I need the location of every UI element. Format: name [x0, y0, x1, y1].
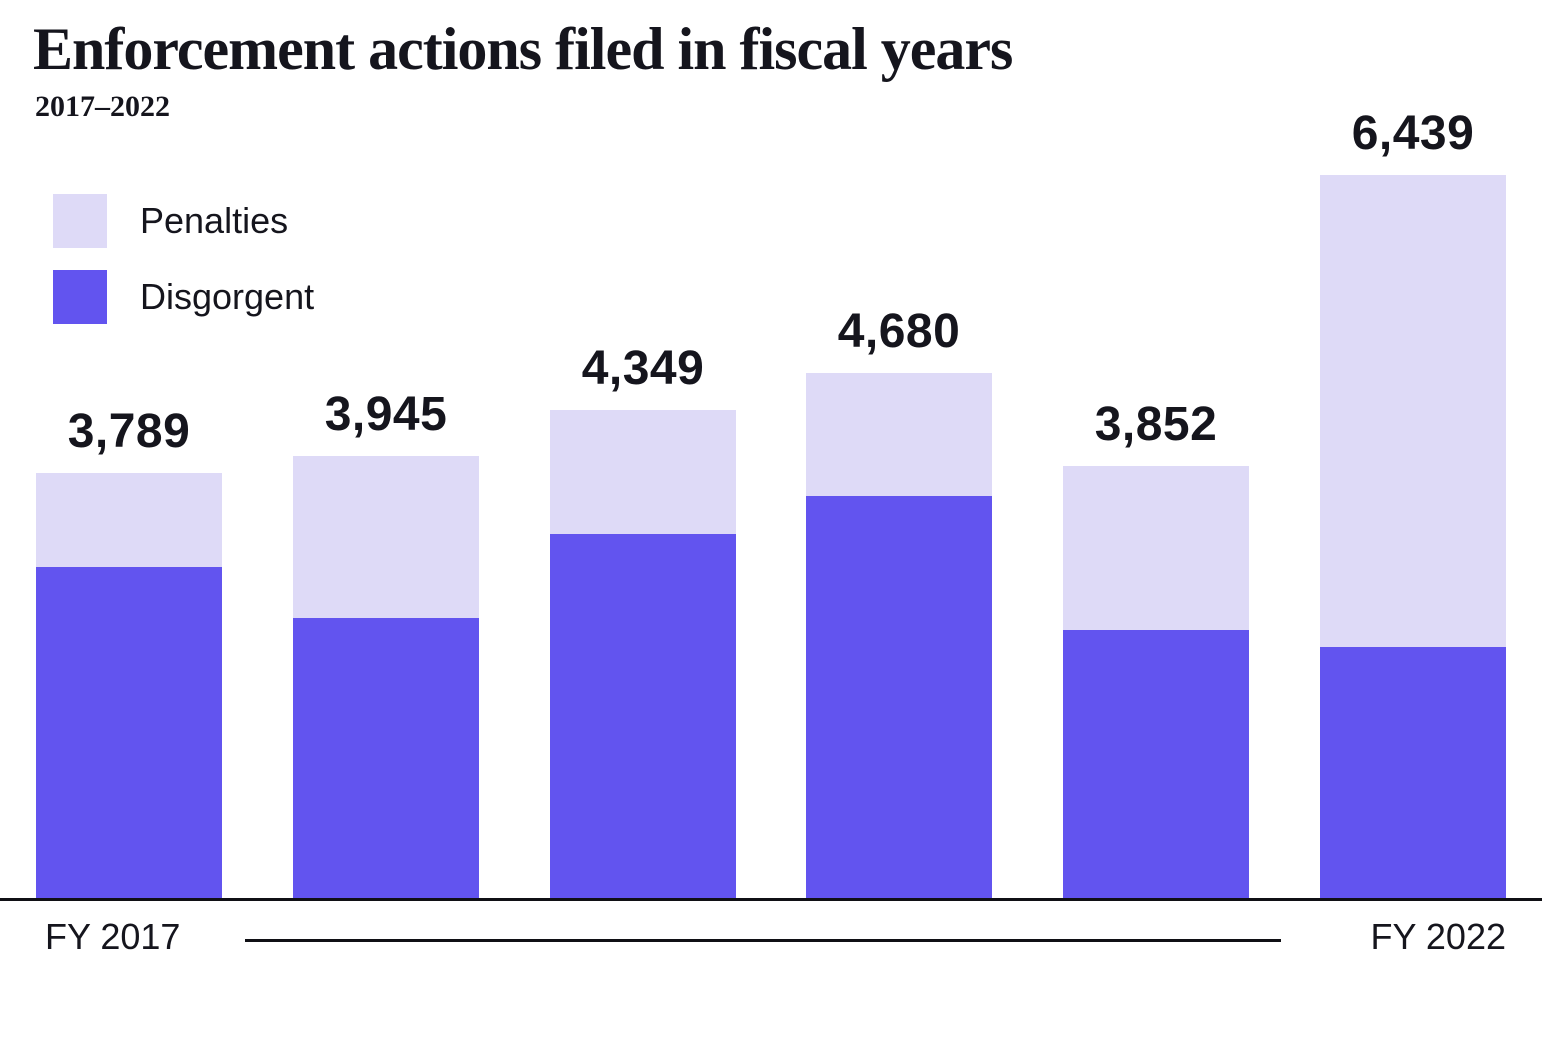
bar-value-label-fy-2020: 4,680: [837, 305, 961, 358]
bar-value-label-fy-2022: 6,439: [1351, 107, 1475, 160]
disgorgent-color-swatch: [53, 270, 107, 324]
bar-fy-2018: [293, 456, 479, 900]
page-subtitle: 2017–2022: [35, 90, 170, 123]
bar-value-label-fy-2018: 3,945: [324, 388, 448, 441]
bar-fy-2021: [1063, 466, 1249, 900]
bar-fy-2018-disgorgent-segment: [293, 618, 479, 900]
bar-fy-2020-disgorgent-segment: [806, 496, 992, 900]
bar-fy-2022: [1320, 175, 1506, 900]
bar-fy-2022-disgorgent-segment: [1320, 647, 1506, 900]
x-axis-label-fy2017: FY 2017: [45, 916, 181, 957]
bar-value-label-fy-2017: 3,789: [67, 405, 191, 458]
legend-label-disgorgent: Disgorgent: [140, 276, 315, 317]
bar-fy-2020: [806, 373, 992, 900]
bar-fy-2019: [550, 410, 736, 900]
penalties-color-swatch: [53, 194, 107, 248]
legend-item-disgorgent: Disgorgent: [53, 270, 314, 324]
bar-value-label-fy-2019: 4,349: [581, 342, 705, 395]
legend-label-penalties: Penalties: [140, 200, 289, 241]
bar-fy-2021-disgorgent-segment: [1063, 630, 1249, 900]
bar-fy-2017: [36, 473, 222, 900]
x-axis-label-fy2022: FY 2022: [1370, 916, 1506, 957]
legend: Penalties Disgorgent: [53, 194, 314, 346]
bar-fy-2019-disgorgent-segment: [550, 534, 736, 900]
x-axis-connector-line: [245, 939, 1281, 942]
bar-fy-2017-disgorgent-segment: [36, 567, 222, 900]
legend-item-penalties: Penalties: [53, 194, 314, 248]
page-title: Enforcement actions filed in fiscal year…: [33, 16, 1013, 82]
x-axis-baseline: [0, 898, 1542, 901]
bar-value-label-fy-2021: 3,852: [1094, 398, 1218, 451]
